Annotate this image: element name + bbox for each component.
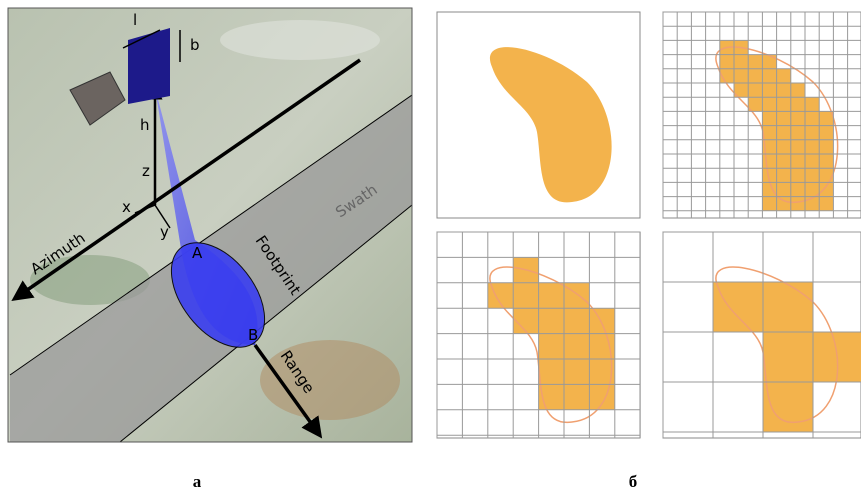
label: y xyxy=(160,223,169,241)
terrain-patch xyxy=(220,20,380,60)
sar-panel: l b h z x y A B Azimuth Footprint Swath … xyxy=(8,8,412,442)
raster-cell xyxy=(564,308,589,333)
raster-cell xyxy=(819,154,833,168)
raster-cell xyxy=(777,126,791,140)
raster-cell xyxy=(805,168,819,182)
raster-cell xyxy=(777,182,791,196)
raster-cell xyxy=(762,69,776,83)
raster-cell xyxy=(777,197,791,211)
raster-cell xyxy=(539,308,564,333)
raster-cell xyxy=(539,359,564,384)
raster-cell xyxy=(589,384,614,409)
raster-cell xyxy=(713,282,763,332)
raster-cell xyxy=(819,197,833,211)
raster-cell xyxy=(762,55,776,69)
figure: l b h z x y A B Azimuth Footprint Swath … xyxy=(0,0,861,492)
raster-cell xyxy=(589,308,614,333)
raster-cell xyxy=(763,332,813,382)
raster-cell xyxy=(819,126,833,140)
raster-cell xyxy=(762,97,776,111)
raster-cell xyxy=(734,69,748,83)
label: b xyxy=(190,36,200,54)
antenna xyxy=(128,28,170,104)
raster-cell xyxy=(791,168,805,182)
raster-cell xyxy=(791,154,805,168)
raster-cell xyxy=(805,154,819,168)
raster-cell xyxy=(564,283,589,308)
raster-cell xyxy=(805,140,819,154)
raster-cell xyxy=(762,83,776,97)
label: l xyxy=(133,11,137,29)
raster-cell xyxy=(791,126,805,140)
label: x xyxy=(122,198,131,216)
raster-cell xyxy=(564,384,589,409)
raster-cell xyxy=(819,168,833,182)
raster-cell xyxy=(734,55,748,69)
raster-cell xyxy=(762,154,776,168)
raster-cell xyxy=(564,359,589,384)
raster-cell xyxy=(762,182,776,196)
raster-cell xyxy=(762,197,776,211)
label: A xyxy=(192,244,203,262)
raster-cell xyxy=(791,182,805,196)
raster-cell xyxy=(777,140,791,154)
raster-cell xyxy=(805,97,819,111)
raster-cell xyxy=(748,55,762,69)
raster-cell xyxy=(763,382,813,432)
raster-cell xyxy=(777,83,791,97)
raster-cell xyxy=(513,283,538,308)
raster-cell xyxy=(513,308,538,333)
raster-cell xyxy=(748,69,762,83)
raster-cell xyxy=(819,182,833,196)
raster-cell xyxy=(539,334,564,359)
raster-cell xyxy=(805,126,819,140)
label: B xyxy=(248,326,258,344)
raster-cell xyxy=(791,97,805,111)
caption: а xyxy=(193,472,202,491)
raster-cell xyxy=(564,334,589,359)
label: z xyxy=(142,162,150,180)
raster-cell xyxy=(777,97,791,111)
raster-cell xyxy=(791,111,805,125)
raster-cell xyxy=(763,282,813,332)
raster-cell xyxy=(791,197,805,211)
raster-cell xyxy=(539,283,564,308)
raster-cell xyxy=(748,83,762,97)
raster-cell xyxy=(805,111,819,125)
raster-cell xyxy=(777,69,791,83)
raster-cell xyxy=(777,168,791,182)
caption: б xyxy=(629,472,638,491)
raster-cell xyxy=(791,140,805,154)
label: h xyxy=(140,116,150,134)
raster-cell xyxy=(777,111,791,125)
raster-panel xyxy=(437,12,861,438)
raster-cell xyxy=(720,55,734,69)
raster-cell xyxy=(791,83,805,97)
raster-cell xyxy=(777,154,791,168)
raster-cell xyxy=(819,140,833,154)
raster-cell xyxy=(762,111,776,125)
